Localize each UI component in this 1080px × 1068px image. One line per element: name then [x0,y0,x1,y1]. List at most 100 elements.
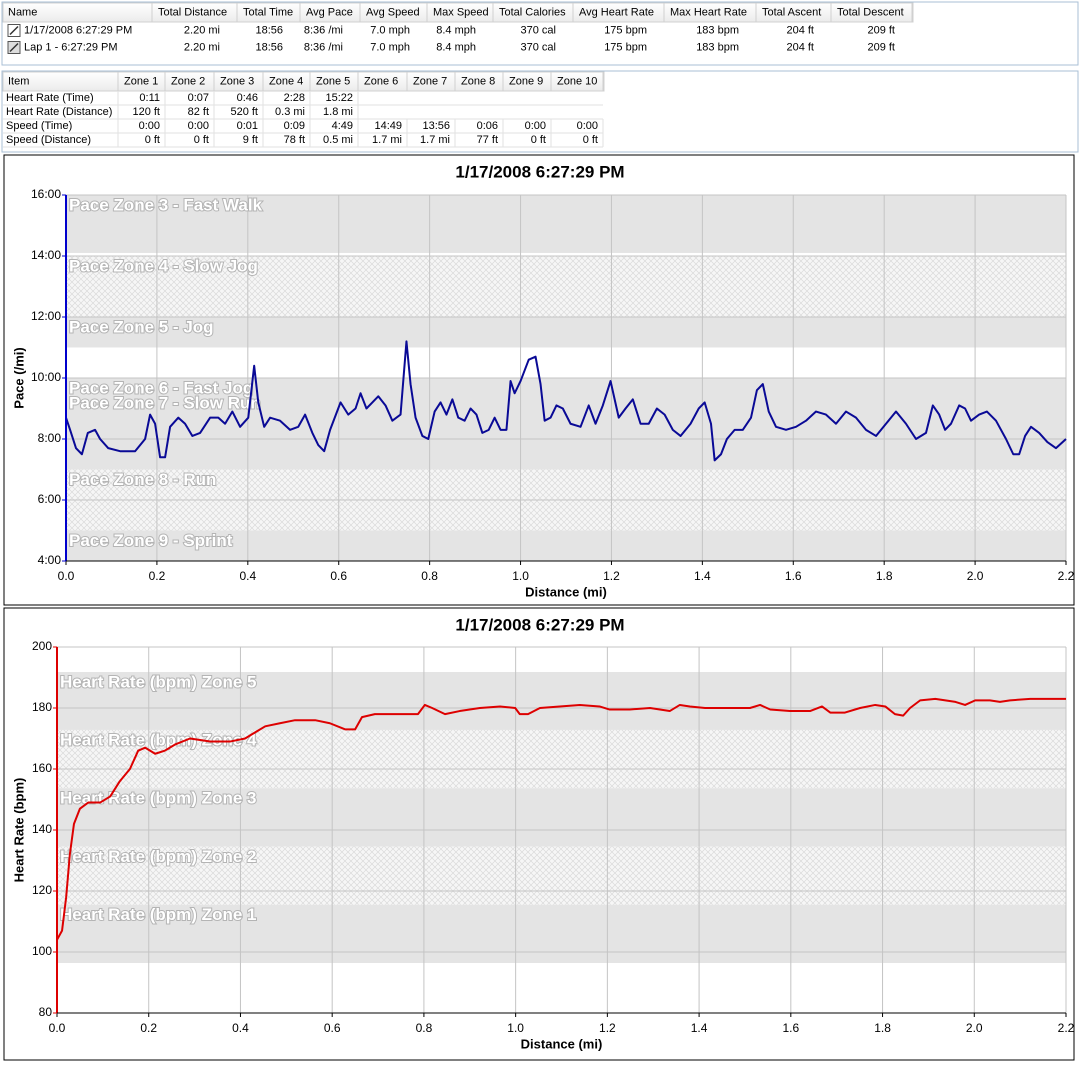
row-label: Lap 1 - 6:27:29 PM [24,41,118,53]
table-header [2,71,605,92]
cell: 1.8 mi [323,106,353,118]
x-axis-label: Distance (mi) [521,1036,603,1051]
row-label: Speed (Distance) [6,134,91,146]
cell: 8.4 mph [436,24,476,36]
cell: 0.5 mi [323,134,353,146]
cell: 14:49 [374,120,402,132]
row-icon-glyph [9,25,19,36]
zone-label: Heart Rate (bpm) Zone 4 [60,730,257,749]
cell: 209 ft [867,41,895,53]
zone-band [57,904,1066,963]
cell: 0 ft [194,134,209,146]
cell: 82 ft [188,106,209,118]
cell: 175 bpm [604,41,647,53]
column-header: Max Speed [433,6,489,18]
cell: 204 ft [786,41,814,53]
x-tick-label: 2.0 [966,1021,983,1035]
column-header: Zone 10 [557,75,597,87]
cell: 120 ft [132,106,160,118]
zone-label: Heart Rate (bpm) Zone 3 [60,789,256,808]
cell: 2:28 [284,92,305,104]
zone-band [66,393,1066,470]
cell: 209 ft [867,24,895,36]
chart-title: 1/17/2008 6:27:29 PM [455,615,624,634]
column-header: Total Descent [837,6,904,18]
x-tick-label: 0.0 [49,1021,66,1035]
chart-title: 1/17/2008 6:27:29 PM [455,162,624,181]
column-header: Item [8,75,29,87]
x-tick-label: 2.0 [967,569,984,583]
cell: 0:06 [477,120,498,132]
cell: 13:56 [422,120,450,132]
cell: 4:49 [332,120,353,132]
y-tick-label: 100 [32,944,52,958]
zone-label: Pace Zone 6 - Fast Jog [69,378,253,397]
cell: 0:01 [237,120,258,132]
column-header: Avg Pace [306,6,353,18]
cell: 1.7 mi [372,134,402,146]
zone-band [66,317,1066,348]
x-axis-label: Distance (mi) [525,584,607,599]
row-label: 1/17/2008 6:27:29 PM [24,24,132,36]
cell: 15:22 [325,92,353,104]
x-tick-label: 2.2 [1058,1021,1075,1035]
zone-label: Pace Zone 4 - Slow Jog [69,256,258,275]
column-header: Zone 6 [364,75,398,87]
zone-band [57,788,1066,847]
x-tick-label: 1.4 [691,1021,708,1035]
y-axis-label: Pace (/mi) [11,347,26,408]
column-header: Name [8,6,37,18]
x-tick-label: 1.0 [507,1021,524,1035]
data-line [56,697,1066,941]
cell: 7.0 mph [370,24,410,36]
x-tick-label: 1.4 [694,569,711,583]
row-label: Heart Rate (Time) [6,92,94,104]
cell: 77 ft [477,134,498,146]
zone-label: Heart Rate (bpm) Zone 2 [60,847,256,866]
x-tick-label: 0.2 [149,569,166,583]
x-tick-label: 1.0 [512,569,529,583]
y-tick-label: 6:00 [38,492,62,506]
cell: 175 bpm [604,24,647,36]
zone-label: Pace Zone 3 - Fast Walk [69,195,263,214]
column-header: Total Time [243,6,293,18]
x-tick-label: 0.6 [324,1021,341,1035]
cell: 0:46 [237,92,258,104]
cell: 0 ft [531,134,546,146]
cell: 370 cal [521,24,556,36]
zone-label: Pace Zone 9 - Sprint [69,531,233,550]
cell: 0:00 [188,120,209,132]
cell: 0 ft [145,134,160,146]
x-tick-label: 0.4 [232,1021,249,1035]
cell: 204 ft [786,24,814,36]
y-tick-label: 120 [32,883,52,897]
column-header: Total Calories [499,6,566,18]
cell: 2.20 mi [184,41,220,53]
zone-band [57,672,1066,730]
cell: 8.4 mph [436,41,476,53]
cell: 18:56 [255,24,283,36]
cell: 8:36 /mi [304,24,343,36]
data-line [65,340,1067,462]
cell: 78 ft [284,134,305,146]
cell: 183 bpm [696,41,739,53]
cell: 2.20 mi [184,24,220,36]
cell: 520 ft [230,106,258,118]
zone-label: Pace Zone 5 - Jog [69,317,214,336]
y-tick-label: 4:00 [38,553,62,567]
x-tick-label: 0.6 [330,569,347,583]
cell: 0:00 [139,120,160,132]
y-tick-label: 10:00 [31,370,61,384]
x-tick-label: 2.2 [1058,569,1075,583]
column-header: Zone 5 [316,75,350,87]
cell: 7.0 mph [370,41,410,53]
column-header: Total Ascent [762,6,821,18]
x-tick-label: 1.8 [876,569,893,583]
cell: 0:11 [139,92,160,104]
row-label: Speed (Time) [6,120,72,132]
y-tick-label: 12:00 [31,309,61,323]
y-tick-label: 160 [32,761,52,775]
x-tick-label: 0.4 [239,569,256,583]
zone-band [57,846,1066,905]
